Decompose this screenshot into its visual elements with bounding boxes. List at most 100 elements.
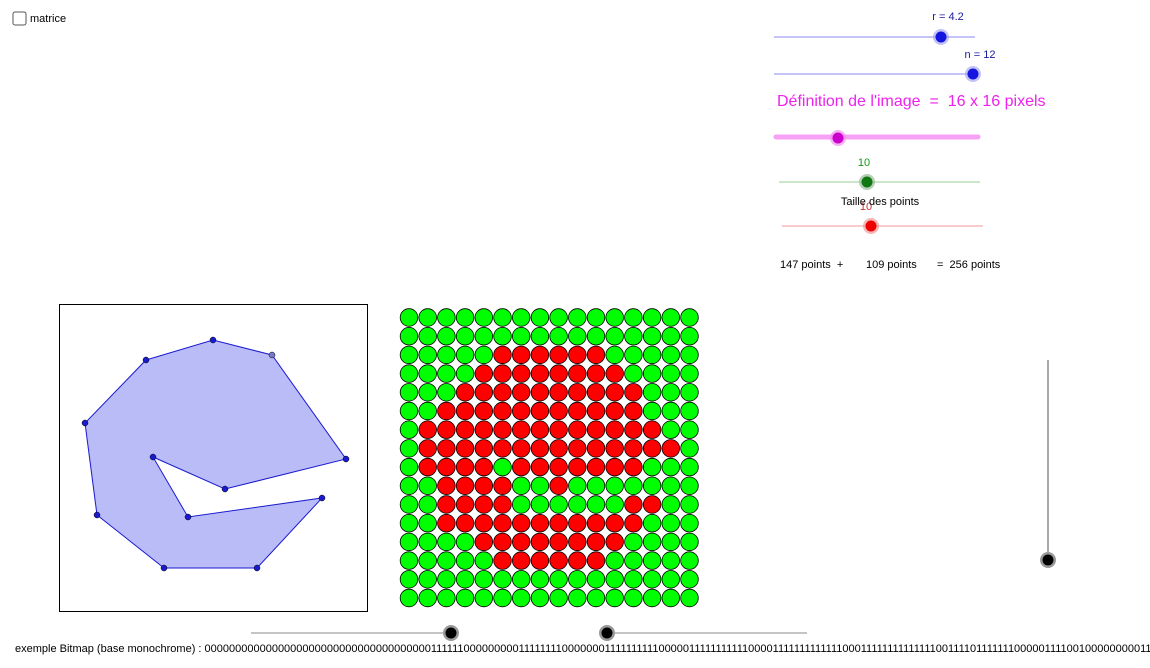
pixel (680, 401, 699, 421)
pixel (586, 345, 606, 365)
pixel (493, 514, 512, 533)
slider-knob[interactable] (445, 627, 457, 639)
pixel (661, 476, 681, 496)
pixel (642, 383, 662, 402)
slider-knob[interactable] (1042, 554, 1054, 566)
pixel (530, 327, 550, 346)
pixel (661, 439, 681, 458)
pixel (624, 495, 643, 514)
slider-knob[interactable] (967, 68, 979, 80)
checkbox[interactable] (12, 11, 27, 26)
pixel (399, 495, 419, 514)
pixel (661, 514, 681, 533)
pixel (437, 420, 456, 439)
pixel (568, 364, 587, 383)
pixel (680, 439, 699, 458)
pixel (493, 551, 512, 570)
slider-knob[interactable] (832, 132, 844, 144)
pixel (399, 476, 419, 496)
pixel (418, 532, 437, 552)
pixel (624, 532, 643, 552)
pixel (399, 308, 419, 327)
pixel (418, 439, 437, 458)
pixel (605, 364, 624, 383)
pixel (624, 420, 643, 439)
pixel (605, 551, 624, 570)
pixel (568, 532, 587, 552)
pixel (493, 495, 512, 514)
count-total: = 256 points (937, 259, 1001, 271)
count-green: 147 points + (780, 259, 843, 271)
pixel (493, 570, 512, 589)
pixel (512, 514, 531, 533)
checkbox-label[interactable]: matrice (30, 13, 66, 25)
pixel (586, 495, 606, 514)
pixel (680, 364, 699, 383)
pixel (680, 327, 699, 346)
pixel (418, 551, 437, 570)
pixel (568, 551, 587, 570)
pixel (642, 439, 662, 458)
pixel (549, 420, 568, 439)
pixel (568, 308, 587, 327)
pixel (642, 345, 662, 365)
pixel (493, 420, 512, 439)
pixel (549, 327, 568, 346)
pixel-grid (399, 308, 699, 608)
slider-knob[interactable] (865, 220, 877, 232)
pixel (474, 514, 494, 533)
pixel (455, 439, 475, 458)
pixel (493, 457, 512, 477)
pixel (624, 308, 643, 327)
pixel (530, 345, 550, 365)
pixel (642, 476, 662, 496)
pixel (661, 327, 681, 346)
pixel (624, 514, 643, 533)
pixel (549, 570, 568, 589)
pixel (680, 476, 699, 496)
pixel (530, 364, 550, 383)
pixel (399, 551, 419, 570)
pixel (642, 364, 662, 383)
pixel (512, 345, 531, 365)
pixel (455, 383, 475, 402)
pixel (474, 457, 494, 477)
pixel (418, 495, 437, 514)
pixel (605, 532, 624, 552)
pixel (437, 476, 456, 496)
pixel (455, 420, 475, 439)
pixel (455, 495, 475, 514)
pixel (474, 401, 494, 421)
pixel (512, 495, 531, 514)
pixel (474, 532, 494, 552)
slider-knob[interactable] (935, 31, 947, 43)
pixel (455, 401, 475, 421)
pixel (437, 439, 456, 458)
pixel (437, 570, 456, 589)
definition-label: Définition de l'image = 16 x 16 pixels (777, 93, 1046, 110)
size-label: Taille des points (841, 196, 920, 208)
pixel (586, 570, 606, 589)
slider-knob[interactable] (861, 176, 873, 188)
pixel (437, 588, 456, 608)
pixel (474, 570, 494, 589)
pixel (455, 457, 475, 477)
pixel (661, 308, 681, 327)
pixel (586, 308, 606, 327)
pixel (437, 401, 456, 421)
pixel (474, 383, 494, 402)
pixel (549, 476, 568, 496)
pixel (418, 514, 437, 533)
pixel (418, 457, 437, 477)
pixel (568, 588, 587, 608)
pixel (418, 570, 437, 589)
pixel (437, 532, 456, 552)
slider-knob[interactable] (601, 627, 613, 639)
pixel (605, 383, 624, 402)
pixel (474, 364, 494, 383)
pixel (605, 588, 624, 608)
pixel (493, 345, 512, 365)
pixel (512, 588, 531, 608)
pixel (418, 308, 437, 327)
pixel (493, 401, 512, 421)
